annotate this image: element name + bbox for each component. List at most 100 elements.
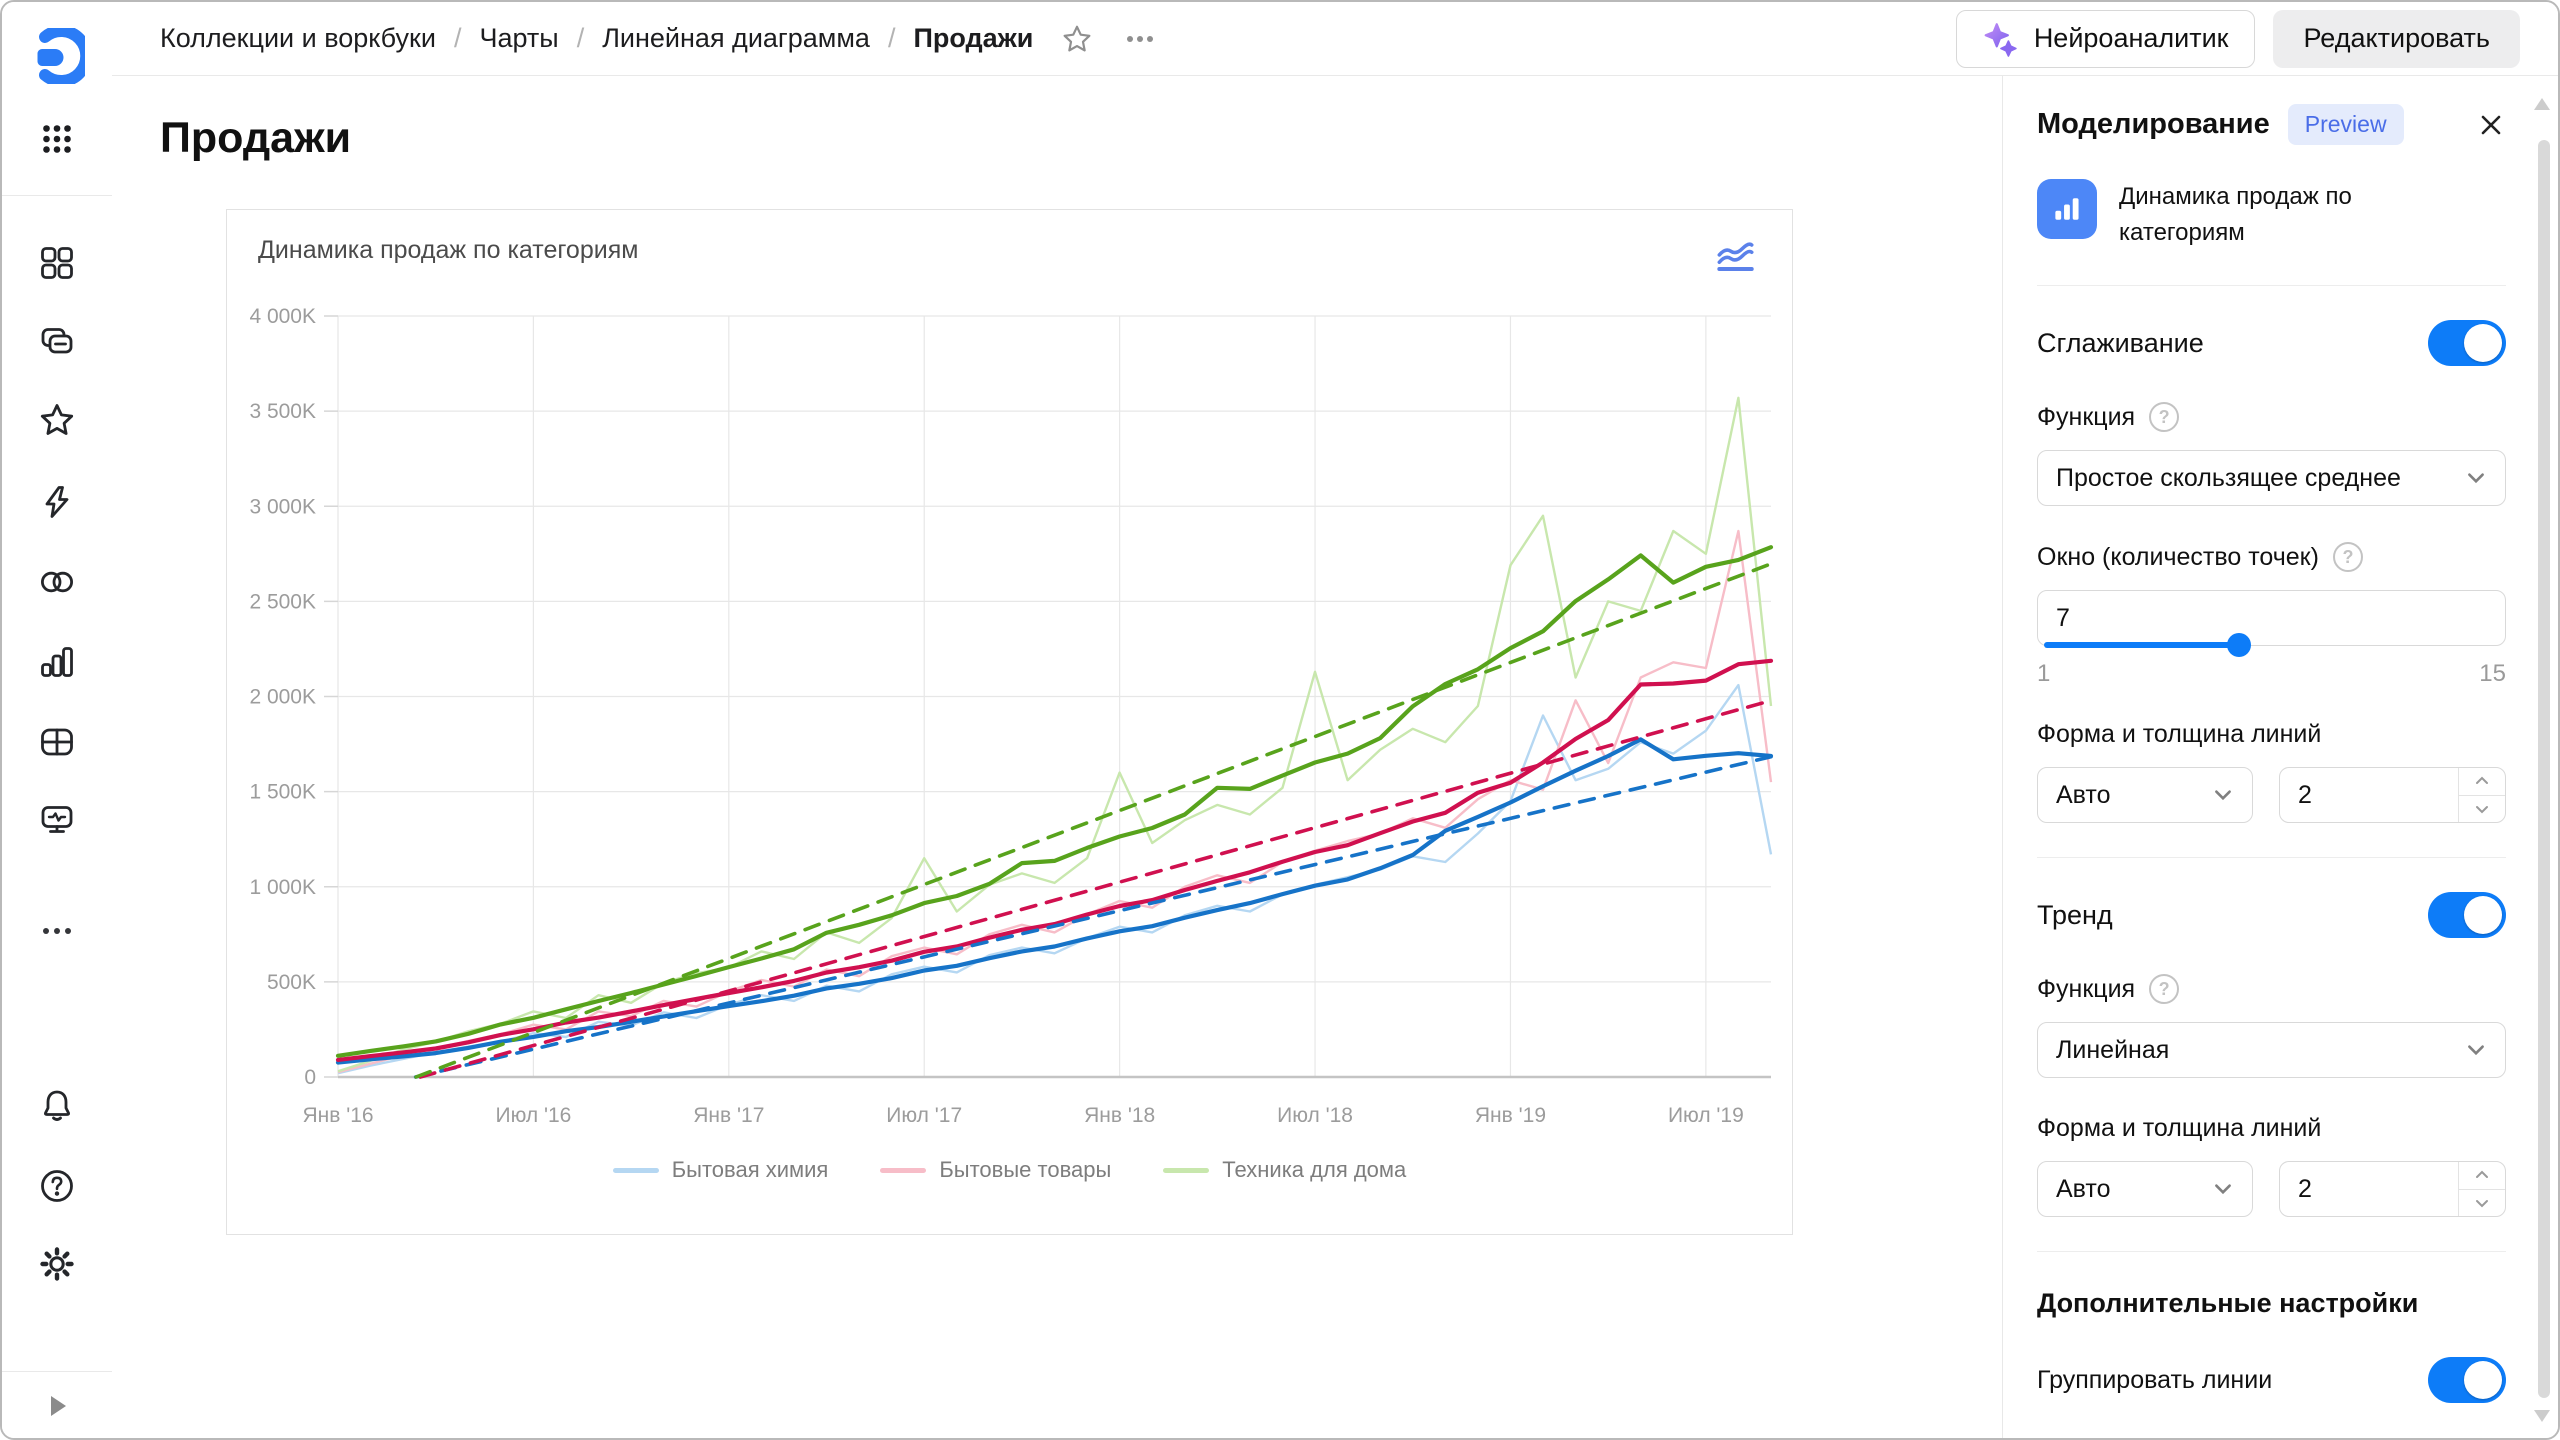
stepper-down-icon[interactable] (2459, 794, 2505, 823)
close-icon[interactable] (2476, 110, 2506, 140)
breadcrumb-separator: / (887, 23, 896, 53)
main-content: Продажи Динамика продаж по категориям 0 5… (112, 76, 2002, 1438)
trend-toggle[interactable] (2428, 892, 2506, 938)
stepper-up-icon[interactable] (2459, 768, 2505, 795)
chart-card-title: Динамика продаж по категориям (258, 236, 639, 264)
legend-swatch (612, 1167, 659, 1173)
window-label: Окно (количество точек) (2037, 542, 2319, 571)
sidebar-more-icon[interactable] (38, 912, 76, 950)
breadcrumb-charts[interactable]: Чарты (479, 23, 559, 53)
svg-text:4 000K: 4 000K (249, 305, 316, 328)
smoothing-section-label: Сглаживание (2037, 327, 2204, 358)
sidebar-item-quick-icon[interactable] (38, 483, 76, 521)
neuroanalyst-button[interactable]: Нейроаналитик (1955, 9, 2256, 68)
scroll-up-icon[interactable] (2534, 98, 2550, 110)
trend-thickness-input[interactable]: 2 (2279, 1161, 2506, 1217)
sidebar-divider (2, 195, 112, 196)
legend-label: Техника для дома (1222, 1157, 1407, 1182)
bar-chart-icon (2037, 179, 2097, 239)
sidebar-item-charts[interactable] (38, 643, 76, 681)
stepper-down-icon[interactable] (2459, 1188, 2505, 1217)
sidebar-item-monitoring[interactable] (38, 801, 76, 839)
help-question-icon[interactable] (38, 1167, 76, 1205)
help-icon[interactable]: ? (2149, 402, 2180, 432)
smoothing-thickness-input[interactable]: 2 (2279, 767, 2506, 823)
window-value: 7 (2056, 603, 2070, 632)
settings-gear-icon[interactable] (38, 1245, 76, 1283)
legend-swatch (880, 1167, 927, 1173)
sidebar (2, 2, 113, 1438)
sidebar-item-favorites[interactable] (38, 401, 76, 439)
svg-text:Янв '19: Янв '19 (1475, 1104, 1546, 1127)
scroll-down-icon[interactable] (2534, 1410, 2550, 1422)
smoothing-function-value: Простое скользящее среднее (2056, 463, 2401, 492)
sparkles-icon (1983, 21, 2019, 57)
smoothing-line-label: Форма и толщина линий (2037, 720, 2322, 748)
chevron-down-icon (2215, 1184, 2231, 1195)
chart-reference[interactable]: Динамика продаж по категориям (2037, 179, 2506, 251)
breadcrumb-collections[interactable]: Коллекции и воркбуки (160, 23, 436, 53)
breadcrumb-line-chart[interactable]: Линейная диаграмма (602, 23, 870, 53)
stepper-up-icon[interactable] (2459, 1162, 2505, 1189)
expand-sidebar-icon[interactable] (42, 1391, 72, 1421)
trend-function-select[interactable]: Линейная (2037, 1022, 2506, 1078)
chart-reference-label: Динамика продаж по категориям (2119, 183, 2352, 246)
sidebar-footer-divider (2, 1371, 112, 1372)
help-icon[interactable]: ? (2332, 542, 2363, 572)
modeling-panel: Моделирование Preview Динамика продаж по… (2002, 76, 2558, 1438)
svg-text:Июл '19: Июл '19 (1668, 1104, 1744, 1127)
legend-item[interactable]: Бытовые товары (880, 1157, 1111, 1183)
svg-text:Июл '17: Июл '17 (886, 1104, 962, 1127)
legend-item[interactable]: Техника для дома (1163, 1157, 1406, 1183)
svg-text:3 500K: 3 500K (249, 400, 316, 423)
smoothing-function-select[interactable]: Простое скользящее среднее (2037, 450, 2506, 506)
trend-section-label: Тренд (2037, 899, 2113, 930)
apps-grid-icon[interactable] (38, 120, 76, 158)
panel-divider (2037, 285, 2506, 286)
svg-text:Июл '16: Июл '16 (495, 1104, 571, 1127)
panel-scrollbar[interactable] (2538, 140, 2550, 1398)
window-slider-handle[interactable] (2227, 633, 2252, 657)
svg-text:2 000K: 2 000K (249, 686, 316, 709)
datalens-logo-icon[interactable] (29, 28, 85, 84)
sidebar-item-collections[interactable] (38, 323, 76, 361)
svg-text:Июл '18: Июл '18 (1277, 1104, 1353, 1127)
chart-card: Динамика продаж по категориям 0 500K 1 000… (226, 209, 1793, 1235)
panel-divider (2037, 1251, 2506, 1252)
favorite-star-icon[interactable] (1061, 23, 1093, 55)
group-lines-toggle[interactable] (2428, 1357, 2506, 1403)
trend-shape-select[interactable]: Авто (2037, 1161, 2253, 1217)
trend-function-value: Линейная (2056, 1035, 2170, 1064)
trend-function-label: Функция (2037, 974, 2136, 1003)
smoothing-shape-select[interactable]: Авто (2037, 767, 2253, 823)
more-actions-icon[interactable] (1123, 22, 1157, 56)
chevron-down-icon (2468, 1045, 2484, 1056)
preview-badge: Preview (2287, 104, 2404, 145)
window-slider-track (2044, 642, 2240, 648)
area-chart-icon[interactable] (1712, 234, 1758, 285)
sidebar-item-tables[interactable] (38, 723, 76, 761)
trend-thickness-value: 2 (2298, 1174, 2312, 1203)
legend-item[interactable]: Бытовая химия (612, 1157, 828, 1183)
svg-text:Янв '18: Янв '18 (1084, 1104, 1155, 1127)
legend-label: Бытовые товары (939, 1157, 1112, 1182)
sidebar-item-connections[interactable] (38, 563, 76, 601)
sidebar-item-dashboards[interactable] (38, 244, 76, 282)
sales-chart: 0 500K 1 000K 1 500K 2 000K 2 500K 3 000K 3 500… (249, 305, 1774, 1127)
chevron-down-icon (2215, 790, 2231, 801)
notifications-bell-icon[interactable] (38, 1087, 76, 1125)
smoothing-thickness-value: 2 (2298, 780, 2312, 809)
window-max-label: 15 (2479, 660, 2506, 687)
chart-legend: Бытовая химия Бытовые товары Техника для д… (227, 1157, 1792, 1183)
top-bar: Коллекции и воркбуки / Чарты / Линейная … (112, 2, 2558, 76)
window-input[interactable]: 7 (2037, 590, 2506, 657)
smoothing-toggle[interactable] (2428, 320, 2506, 366)
svg-text:Янв '16: Янв '16 (302, 1104, 373, 1127)
help-icon[interactable]: ? (2149, 974, 2180, 1004)
breadcrumb-separator: / (576, 23, 585, 53)
smoothing-function-label: Функция (2037, 402, 2136, 431)
svg-text:0: 0 (304, 1066, 316, 1089)
edit-button[interactable]: Редактировать (2273, 9, 2520, 68)
chevron-down-icon (2468, 473, 2484, 484)
